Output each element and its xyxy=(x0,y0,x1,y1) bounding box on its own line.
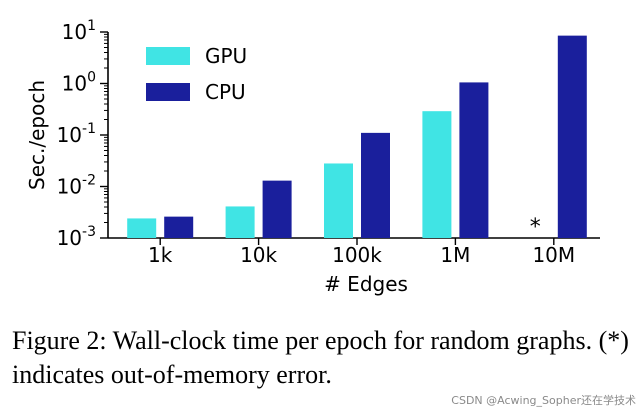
x-tick-label: 1k xyxy=(148,243,173,267)
y-tick-label: 10-1 xyxy=(57,121,96,147)
oom-annotation: * xyxy=(530,215,541,240)
watermark: CSDN @Acwing_Sopher还在学技术 xyxy=(451,394,636,407)
x-ticks: 1k 10k 100k 1M 10M xyxy=(148,238,575,267)
y-tick-label: 10-3 xyxy=(57,224,96,250)
bar-cpu-10m xyxy=(557,35,587,239)
x-tick-label: 100k xyxy=(332,243,382,267)
legend-swatch-gpu xyxy=(146,47,190,65)
y-axis-label: Sec./epoch xyxy=(25,80,49,190)
x-axis-label: # Edges xyxy=(324,272,408,296)
legend-label-gpu: GPU xyxy=(205,44,247,68)
legend: GPU CPU xyxy=(146,44,247,104)
y-tick-label: 100 xyxy=(62,70,96,96)
bar-gpu-1m xyxy=(422,111,452,238)
y-ticks: 10-3 10-2 10-1 100 101 xyxy=(57,18,108,250)
x-tick-label: 10k xyxy=(240,243,277,267)
x-tick-label: 1M xyxy=(440,243,470,267)
bar-gpu-1k xyxy=(127,218,157,238)
bar-cpu-1k xyxy=(164,216,194,238)
y-tick-label: 10-2 xyxy=(57,173,96,199)
bar-cpu-10k xyxy=(262,180,292,238)
legend-swatch-cpu xyxy=(146,83,190,101)
figure-caption: Figure 2: Wall-clock time per epoch for … xyxy=(12,326,629,389)
bar-gpu-100k xyxy=(324,163,353,238)
y-tick-label: 101 xyxy=(62,18,96,44)
bar-cpu-100k xyxy=(361,132,390,238)
bar-gpu-10k xyxy=(225,206,255,238)
bar-cpu-1m xyxy=(459,82,489,238)
bar-chart: 10-3 10-2 10-1 100 101 1k 10k 100k 1M 10M * GPU C… xyxy=(25,18,600,296)
bars xyxy=(127,35,587,239)
x-tick-label: 10M xyxy=(532,243,575,267)
annotations: * xyxy=(530,215,541,240)
legend-label-cpu: CPU xyxy=(205,80,246,104)
